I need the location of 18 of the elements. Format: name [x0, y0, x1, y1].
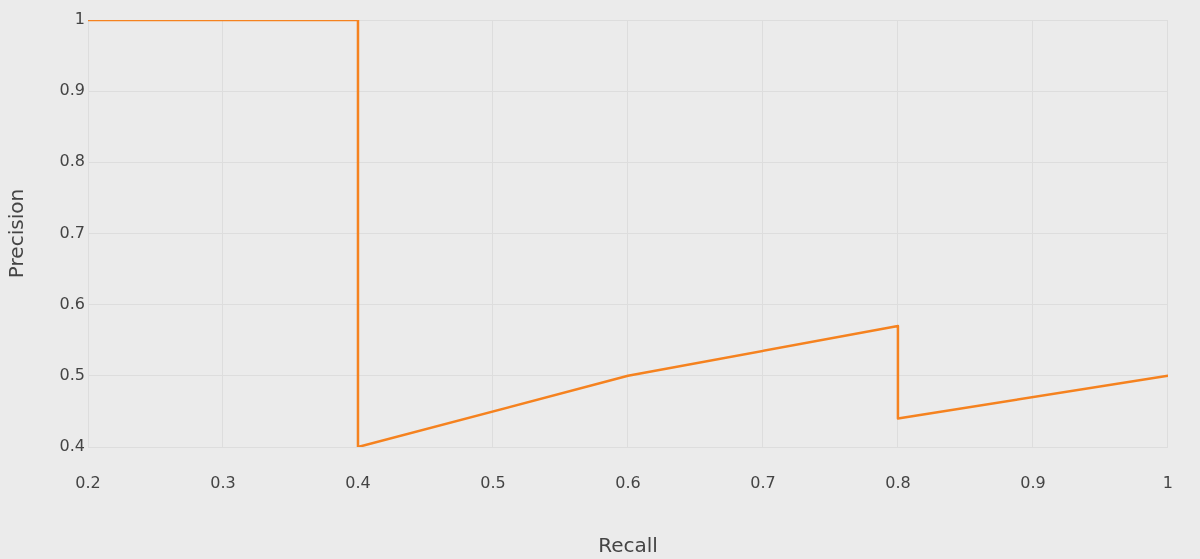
y-tick-label: 0.4: [59, 436, 85, 456]
y-tick-label: 0.6: [59, 293, 85, 313]
x-tick-label: 0.9: [1020, 472, 1046, 492]
y-tick-label: 0.7: [59, 222, 85, 242]
x-tick-label: 0.2: [75, 472, 101, 492]
x-tick-label: 0.5: [480, 472, 506, 492]
x-tick-label: 0.8: [885, 472, 911, 492]
x-tick-label: 0.6: [615, 472, 641, 492]
y-tick-label: 0.5: [59, 364, 85, 384]
y-axis-title: Precision: [4, 188, 29, 279]
x-tick-label: 0.3: [210, 472, 236, 492]
x-axis-title: Recall: [598, 533, 658, 558]
y-tick-label: 0.8: [59, 151, 85, 171]
y-tick-label: 0.9: [59, 80, 85, 100]
x-tick-label: 0.4: [345, 472, 371, 492]
x-tick-label: 1: [1162, 472, 1173, 492]
x-tick-label: 0.7: [750, 472, 776, 492]
y-tick-label: 1: [74, 9, 85, 29]
